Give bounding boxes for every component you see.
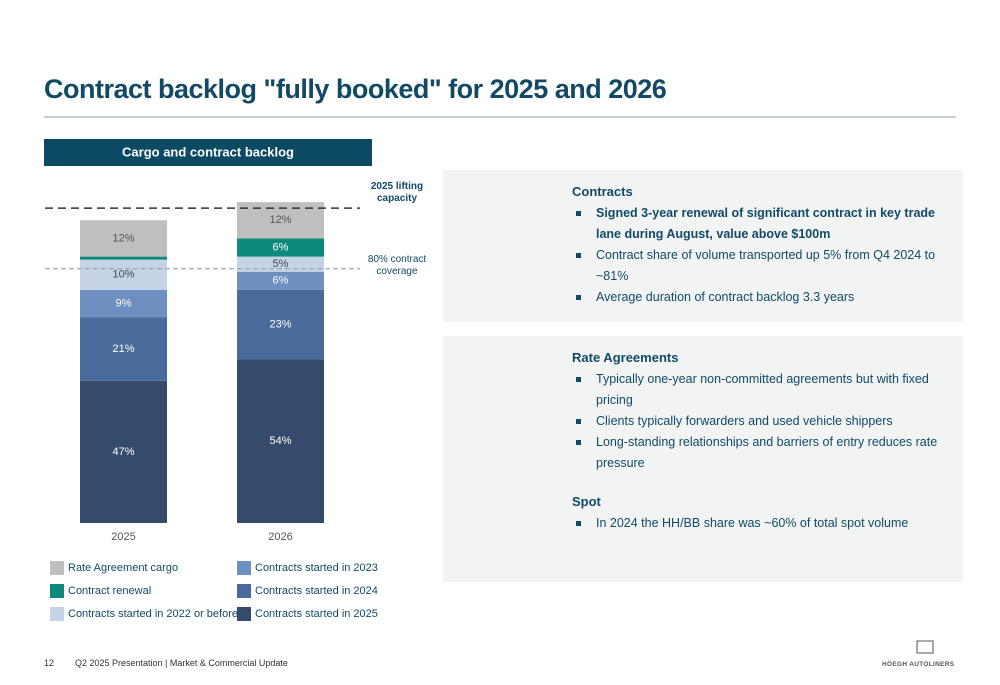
bar-segment bbox=[237, 289, 324, 360]
x-tick-label: 2026 bbox=[268, 531, 292, 543]
section: Contracts Signed 3-year renewal of signif… bbox=[572, 184, 942, 308]
bullet-list: In 2024 the HH/BB share was ~60% of tota… bbox=[572, 513, 942, 534]
bar-segment bbox=[80, 380, 167, 523]
legend-label: Contracts started in 2022 or before bbox=[68, 608, 238, 620]
page-number: 12 bbox=[44, 658, 55, 668]
bullet: Signed 3-year renewal of significant con… bbox=[572, 203, 942, 245]
bullet-list: Typically one-year non-committed agreeme… bbox=[572, 369, 942, 474]
legend-swatch bbox=[50, 607, 64, 621]
bar-segment bbox=[237, 359, 324, 523]
bullet: Clients typically forwarders and used ve… bbox=[572, 411, 942, 432]
section: Spot In 2024 the HH/BB share was ~60% of … bbox=[572, 494, 942, 534]
bar-segment bbox=[80, 220, 167, 257]
value-label: 12% bbox=[112, 232, 134, 244]
bar-segment bbox=[80, 259, 167, 290]
value-label: 54% bbox=[269, 435, 291, 447]
value-label: 6% bbox=[273, 275, 289, 287]
section-heading: Rate Agreements bbox=[572, 350, 679, 365]
bar-segment bbox=[237, 238, 324, 257]
legend-label: Rate Agreement cargo bbox=[68, 562, 178, 574]
legend-swatch bbox=[237, 607, 251, 621]
section-heading: Spot bbox=[572, 494, 601, 509]
legend-label: Contract renewal bbox=[68, 585, 151, 597]
bar-segment bbox=[80, 289, 167, 318]
legend-swatch bbox=[237, 584, 251, 598]
value-label: 12% bbox=[269, 214, 291, 226]
panel-body: Contracts Signed 3-year renewal of signif… bbox=[572, 184, 942, 328]
value-label: 10% bbox=[112, 269, 134, 281]
legend-label: Contracts started in 2023 bbox=[255, 562, 378, 574]
coverage-label: 80% contract coverage bbox=[367, 254, 427, 277]
bullet: Average duration of contract backlog 3.3… bbox=[572, 287, 942, 308]
value-label: 6% bbox=[273, 241, 289, 253]
value-label: 9% bbox=[116, 297, 132, 309]
footer-text: Q2 2025 Presentation | Market & Commerci… bbox=[75, 658, 288, 668]
chart-title: Cargo and contract backlog bbox=[122, 144, 294, 159]
slide-title: Contract backlog "fully booked" for 2025… bbox=[44, 74, 667, 104]
rate-panel: Rate Agreements Typically one-year non-co… bbox=[443, 336, 963, 582]
bullet: Contract share of volume transported up … bbox=[572, 245, 942, 287]
bar-segment bbox=[80, 317, 167, 381]
legend-swatch bbox=[237, 561, 251, 575]
value-label: 23% bbox=[269, 319, 291, 331]
section-heading: Contracts bbox=[572, 184, 633, 199]
section: Rate Agreements Typically one-year non-co… bbox=[572, 350, 942, 474]
logo-text: HÖEGH AUTOLINERS bbox=[882, 661, 955, 668]
bullet-list: Signed 3-year renewal of significant con… bbox=[572, 203, 942, 308]
panel-body: Rate Agreements Typically one-year non-co… bbox=[572, 350, 942, 554]
legend-swatch bbox=[50, 561, 64, 575]
legend-label: Contracts started in 2025 bbox=[255, 608, 378, 620]
chart-title-bar bbox=[44, 139, 372, 166]
contracts-panel: Contracts Signed 3-year renewal of signif… bbox=[443, 170, 963, 322]
capacity-label: 2025 lifting capacity bbox=[370, 181, 424, 204]
bar-segment bbox=[237, 271, 324, 290]
bullet: In 2024 the HH/BB share was ~60% of tota… bbox=[572, 513, 942, 534]
bullet: Long-standing relationships and barriers… bbox=[572, 432, 942, 474]
value-label: 5% bbox=[273, 258, 289, 270]
x-tick-label: 2025 bbox=[111, 531, 135, 543]
bullet: Typically one-year non-committed agreeme… bbox=[572, 369, 942, 411]
value-label: 21% bbox=[112, 343, 134, 355]
logo-flag bbox=[916, 640, 934, 654]
legend-swatch bbox=[50, 584, 64, 598]
value-label: 47% bbox=[112, 446, 134, 458]
bar-segment bbox=[237, 256, 324, 272]
legend-label: Contracts started in 2024 bbox=[255, 585, 378, 597]
bar-segment bbox=[80, 256, 167, 260]
